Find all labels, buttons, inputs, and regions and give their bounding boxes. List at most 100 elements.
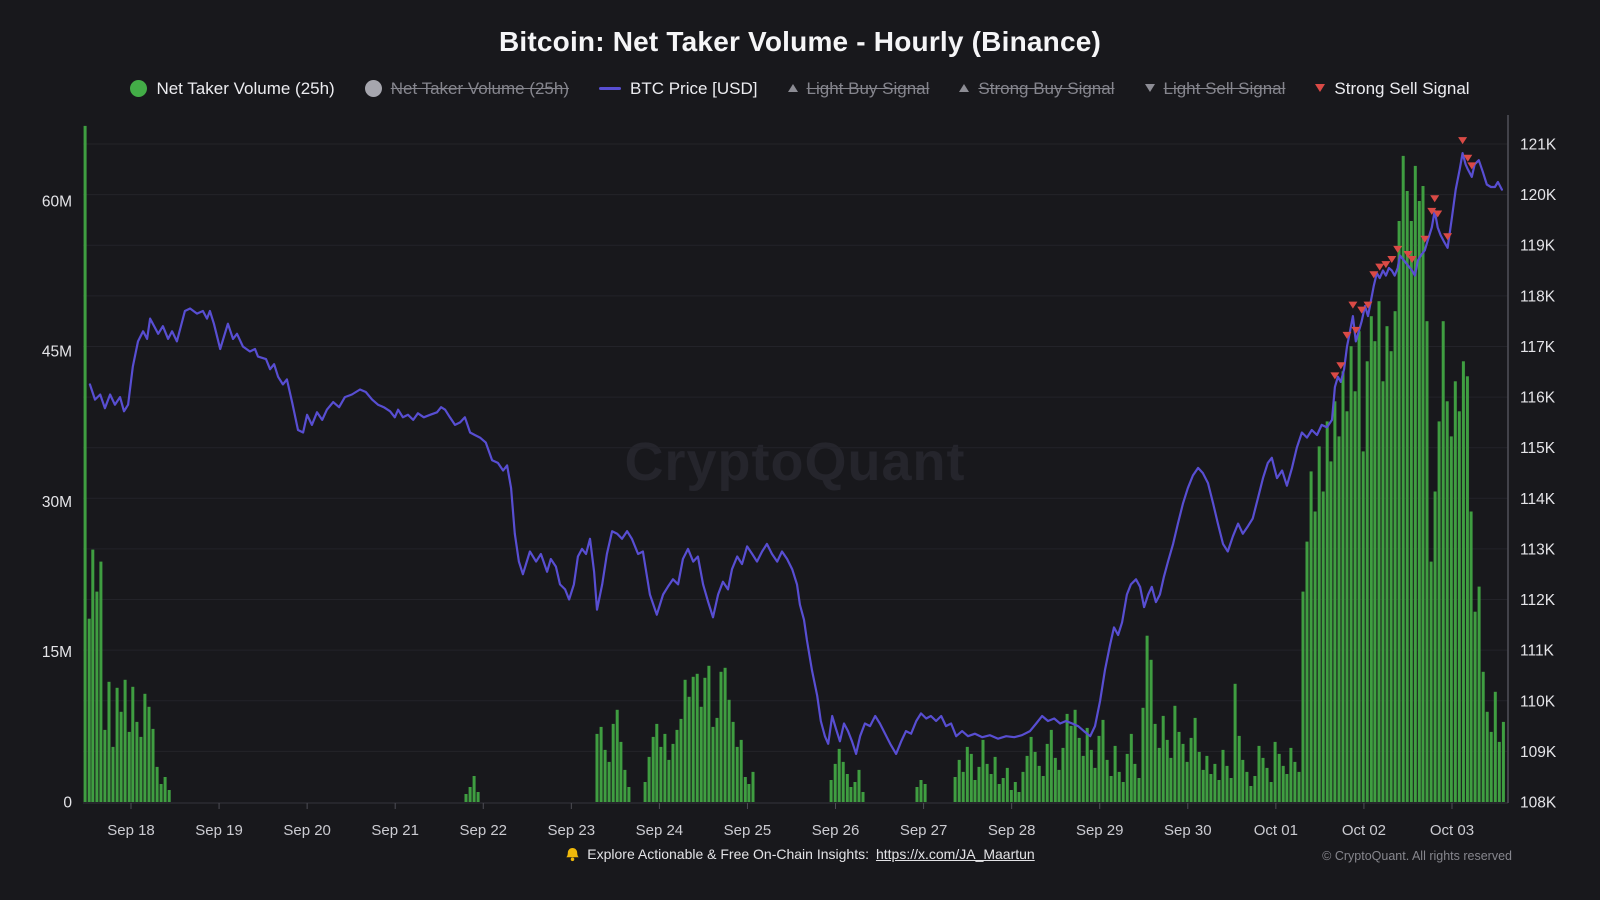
volume-bar	[147, 706, 151, 802]
volume-bar	[1241, 759, 1245, 802]
triangle-up-icon	[959, 84, 970, 92]
volume-bar	[1417, 201, 1421, 802]
volume-bar	[833, 763, 837, 802]
x-axis-label: Sep 21	[371, 822, 419, 839]
volume-bar	[1169, 757, 1173, 802]
volume-bar	[1145, 635, 1149, 802]
volume-bar	[1101, 719, 1105, 802]
sell-signal-marker	[1458, 137, 1468, 145]
volume-bar	[159, 784, 163, 802]
y-axis-label-right: 113K	[1520, 541, 1556, 558]
volume-bar	[131, 686, 135, 802]
volume-bar	[691, 676, 695, 802]
footer-link[interactable]: https://x.com/JA_Maartun	[875, 846, 1035, 862]
y-axis-label-right: 114K	[1520, 491, 1556, 508]
volume-bar	[1393, 311, 1397, 802]
volume-bar	[731, 721, 735, 802]
volume-bar	[1237, 735, 1241, 802]
volume-bar	[687, 696, 691, 802]
volume-bar	[127, 731, 131, 802]
legend-item-light-sell-signal[interactable]: Light Sell Signal	[1144, 80, 1285, 97]
volume-bar	[1485, 711, 1489, 802]
volume-bar	[675, 729, 679, 802]
right-axis-labels: 108K 109K 110K 111K 112K 113K 114K 115K 116K 117K…	[1520, 137, 1557, 812]
volume-bar	[607, 761, 611, 802]
volume-bar	[1465, 376, 1469, 802]
volume-bar	[1153, 723, 1157, 802]
volume-bar	[623, 769, 627, 802]
volume-bar	[1329, 461, 1333, 802]
volume-bar	[87, 618, 91, 802]
volume-bar	[476, 792, 480, 802]
legend-item-strong-sell-signal[interactable]: Strong Sell Signal	[1315, 80, 1470, 97]
legend-item-net-taker-volume[interactable]: Net Taker Volume (25h)	[130, 79, 335, 97]
strong-sell-signals	[1330, 137, 1477, 380]
x-axis-label: Sep 23	[548, 822, 596, 839]
sell-signal-marker	[1393, 245, 1403, 253]
sell-signal-marker	[1330, 372, 1340, 380]
volume-bar	[1449, 436, 1453, 802]
legend-item-light-buy-signal[interactable]: Light Buy Signal	[787, 80, 929, 97]
volume-bar	[679, 718, 683, 802]
volume-bar	[743, 777, 747, 802]
x-axis-label: Sep 22	[459, 822, 507, 839]
volume-bar	[99, 561, 103, 802]
volume-bar	[643, 782, 647, 802]
volume-bar	[965, 746, 969, 802]
legend-item-net-taker-volume-disabled[interactable]: Net Taker Volume (25h)	[364, 78, 569, 98]
volume-bar	[1489, 731, 1493, 802]
volume-bar	[1209, 774, 1213, 802]
volume-bar	[619, 741, 623, 802]
volume-bar	[1501, 721, 1505, 802]
volume-bar	[1409, 221, 1413, 802]
volume-bar	[915, 787, 919, 802]
volume-bar	[1053, 757, 1057, 802]
legend-item-strong-buy-signal[interactable]: Strong Buy Signal	[959, 80, 1115, 97]
volume-bar	[1425, 321, 1429, 802]
volume-bar	[107, 681, 111, 802]
volume-bar	[923, 784, 927, 802]
volume-bar	[663, 733, 667, 802]
volume-bar	[1121, 782, 1125, 802]
volume-bar	[1029, 736, 1033, 802]
volume-bar	[1481, 671, 1485, 802]
triangle-down-icon	[1144, 84, 1155, 92]
sell-signal-marker	[1443, 233, 1453, 241]
volume-bar	[1001, 778, 1005, 802]
volume-bar	[1189, 737, 1193, 802]
volume-bar	[611, 723, 615, 802]
sell-signal-marker	[1363, 301, 1373, 309]
volume-bar	[472, 776, 476, 802]
volume-bar	[1129, 733, 1133, 802]
volume-bar	[95, 591, 99, 802]
volume-bar	[595, 733, 599, 802]
volume-bar	[1349, 346, 1353, 802]
volume-bar	[1437, 421, 1441, 802]
volume-bar	[1185, 761, 1189, 802]
sell-signal-marker	[1369, 271, 1379, 279]
volume-bar	[1361, 451, 1365, 802]
y-axis-label-left: 30M	[42, 494, 72, 511]
legend-label: Net Taker Volume (25h)	[390, 78, 569, 98]
volume-bar	[143, 693, 147, 802]
volume-bar	[973, 780, 977, 802]
volume-bar	[1357, 331, 1361, 802]
volume-bar	[1293, 761, 1297, 802]
volume-bar	[857, 769, 861, 802]
y-axis-label-right: 110K	[1520, 693, 1556, 710]
y-axis-label-left: 15M	[42, 644, 72, 661]
volume-bar	[1069, 725, 1073, 802]
y-axis-label-right: 109K	[1520, 744, 1557, 761]
volume-bar	[1401, 155, 1405, 802]
volume-bar	[651, 736, 655, 802]
x-axis-label: Sep 30	[1164, 822, 1212, 839]
volume-bars	[83, 125, 1505, 802]
volume-bar	[139, 736, 143, 802]
volume-bar	[957, 759, 961, 802]
legend-item-btc-price-usd[interactable]: BTC Price [USD]	[599, 80, 758, 97]
volume-bar	[1313, 511, 1317, 802]
volume-bar	[659, 746, 663, 802]
volume-bar	[1133, 763, 1137, 802]
volume-bar	[1269, 782, 1273, 802]
